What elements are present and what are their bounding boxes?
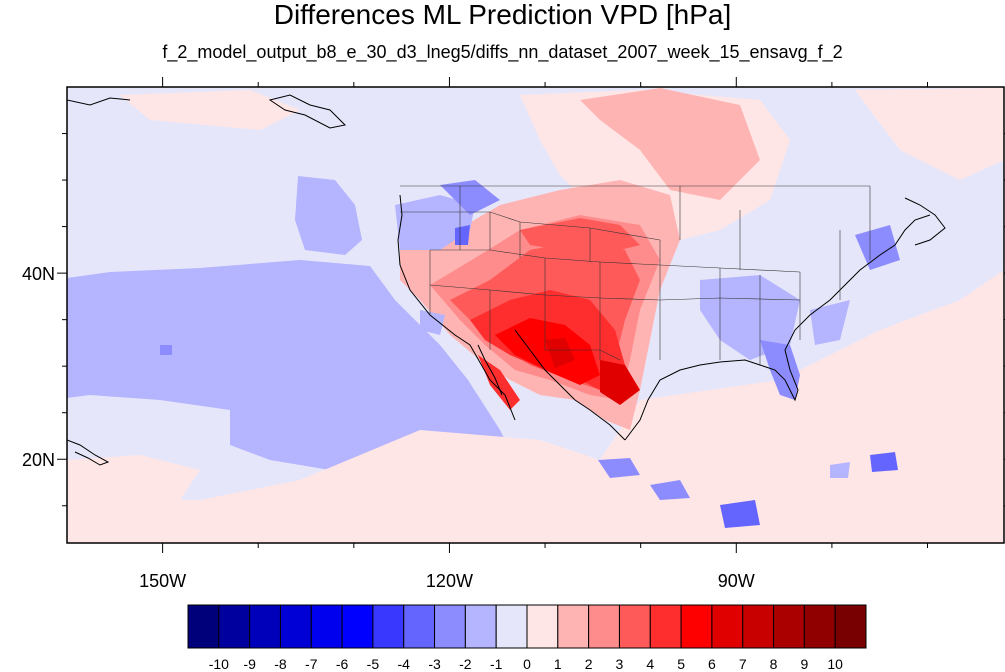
southern-negative-patches xyxy=(160,345,898,528)
chart-subtitle: f_2_model_output_b8_e_30_d3_lneg5/diffs_… xyxy=(162,42,843,62)
colorbar-label: -1 xyxy=(490,656,503,672)
colorbar-label: 8 xyxy=(770,656,778,672)
colorbar-box xyxy=(279,604,312,649)
colorbar-label: -3 xyxy=(428,656,441,672)
colorbar-label: 4 xyxy=(646,656,654,672)
lat-tick-label: 20N xyxy=(22,450,55,470)
colorbar-box xyxy=(310,604,343,649)
colorbar-box xyxy=(803,604,836,649)
state-boundaries xyxy=(400,185,871,365)
axis-labels: 150W 120W 90W 40N 20N xyxy=(22,264,755,591)
colorbar-label: -8 xyxy=(274,656,287,672)
axis-ticks xyxy=(57,77,1005,553)
coastlines xyxy=(67,94,946,466)
colorbar-label: -10 xyxy=(209,656,229,672)
colorbar-box xyxy=(834,604,867,649)
colorbar-box xyxy=(218,604,251,649)
colorbar-label: -5 xyxy=(367,656,380,672)
colorbar-labels: -10 -9 -8 -7 -6 -5 -4 -3 -2 -1 0 1 2 3 4 5 6 7 8 9 10 xyxy=(209,656,843,672)
colorbar-label: 9 xyxy=(800,656,808,672)
colorbar-label: 5 xyxy=(677,656,685,672)
colorbar-box xyxy=(742,604,775,649)
map-field xyxy=(67,87,1004,543)
colorbar-label: -9 xyxy=(243,656,256,672)
colorbar-box xyxy=(773,604,805,649)
colorbar-box xyxy=(557,604,590,649)
colorbar-box xyxy=(403,604,436,649)
colorbar-box xyxy=(341,604,374,649)
colorbar-box xyxy=(649,604,682,649)
colorbar-label: -6 xyxy=(336,656,349,672)
colorbar-label: 6 xyxy=(708,656,716,672)
colorbar-box xyxy=(680,604,713,649)
colorbar-label: -7 xyxy=(305,656,318,672)
colorbar-box xyxy=(434,604,466,649)
map-frame xyxy=(66,86,1005,544)
colorbar-box xyxy=(372,604,405,649)
colorbar-label: 7 xyxy=(739,656,747,672)
colorbar-box xyxy=(464,604,497,649)
colorbar-box xyxy=(588,604,620,649)
chart-title: Differences ML Prediction VPD [hPa] xyxy=(273,0,732,30)
colorbar-box xyxy=(711,604,744,649)
colorbar-box xyxy=(187,604,220,649)
lon-tick-label: 90W xyxy=(718,571,755,591)
colorbar-box xyxy=(495,604,528,649)
lat-tick-label: 40N xyxy=(22,264,55,284)
colorbar-label: 1 xyxy=(554,656,562,672)
colorbar-box xyxy=(618,604,651,649)
colorbar-label: -2 xyxy=(459,656,472,672)
land-negative-patches xyxy=(395,180,900,400)
colorbar-label: 2 xyxy=(585,656,593,672)
colorbar-box xyxy=(526,604,559,649)
colorbar-box xyxy=(249,604,281,649)
colorbar-label: 0 xyxy=(523,656,531,672)
colorbar xyxy=(187,604,867,649)
lon-tick-label: 120W xyxy=(426,571,473,591)
colorbar-label: -4 xyxy=(398,656,411,672)
colorbar-label: 10 xyxy=(827,656,843,672)
lon-tick-label: 150W xyxy=(139,571,186,591)
colorbar-label: 3 xyxy=(616,656,624,672)
